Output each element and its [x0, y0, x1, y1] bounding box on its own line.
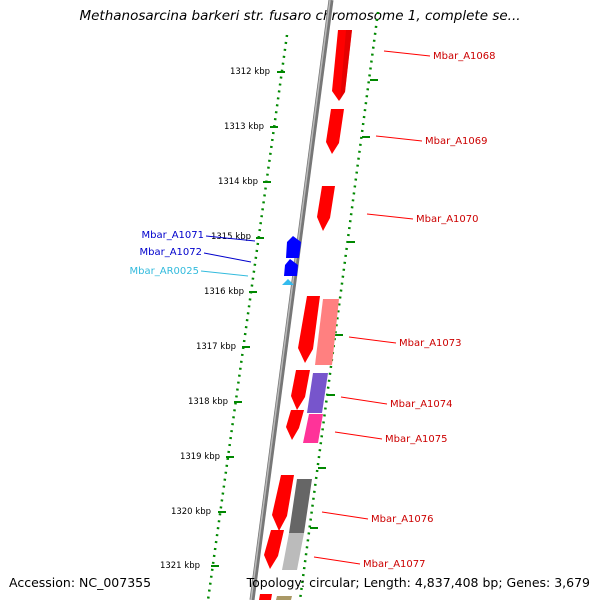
reverse-features — [282, 236, 301, 285]
gene-label[interactable]: Mbar_A1068 — [433, 51, 496, 62]
tick-label: 1318 kbp — [188, 397, 228, 407]
tick-label: 1317 kbp — [196, 342, 236, 352]
backbone-line — [249, 0, 334, 600]
tick-label: 1315 kbp — [211, 232, 251, 242]
right-gene-labels: Mbar_A1068 Mbar_A1069 Mbar_A1070 Mbar_A1… — [363, 51, 496, 570]
tick-label: 1312 kbp — [230, 67, 270, 77]
tick-label: 1313 kbp — [224, 122, 264, 132]
gene-feature — [303, 414, 323, 443]
tick-label: 1320 kbp — [171, 507, 211, 517]
gene-feature — [282, 279, 294, 285]
gene-label[interactable]: Mbar_A1072 — [139, 247, 202, 258]
gene-feature — [298, 296, 320, 363]
gene-label[interactable]: Mbar_A1074 — [390, 399, 453, 410]
gene-label[interactable]: Mbar_A1070 — [416, 214, 479, 225]
gene-feature — [317, 186, 335, 231]
gene-feature — [326, 109, 344, 154]
gene-label[interactable]: Mbar_A1076 — [371, 514, 434, 525]
tick-labels: 1312 kbp 1313 kbp 1314 kbp 1315 kbp 1316… — [160, 67, 270, 571]
topology-text: Topology: circular; Length: 4,837,408 bp… — [246, 575, 590, 590]
gene-feature — [286, 410, 304, 440]
gene-label[interactable]: Mbar_A1071 — [141, 230, 204, 241]
tick-label: 1316 kbp — [204, 287, 244, 297]
gene-label[interactable]: Mbar_AR0025 — [130, 266, 199, 277]
gene-feature — [289, 479, 312, 533]
backbone-highlight — [250, 0, 331, 600]
gene-feature — [315, 299, 339, 365]
tick-label: 1321 kbp — [160, 561, 200, 571]
map-title: Methanosarcina barkeri str. fusaro chrom… — [79, 8, 521, 24]
left-gene-labels: Mbar_A1071 Mbar_A1072 Mbar_AR0025 — [130, 230, 204, 277]
tick-label: 1319 kbp — [180, 452, 220, 462]
right-leader-lines — [313, 50, 431, 565]
gene-feature — [291, 370, 310, 410]
gene-feature — [284, 259, 298, 276]
forward-cds-features — [259, 30, 352, 600]
right-tick-track — [298, 11, 380, 600]
tick-marks — [211, 71, 378, 567]
gene-feature — [259, 594, 272, 600]
gene-label[interactable]: Mbar_A1077 — [363, 559, 426, 570]
accession-text: Accession: NC_007355 — [9, 575, 152, 590]
gene-feature — [272, 475, 294, 531]
gene-label[interactable]: Mbar_A1069 — [425, 136, 488, 147]
gene-label[interactable]: Mbar_A1073 — [399, 338, 462, 349]
gene-feature-shade — [340, 30, 352, 100]
gene-feature — [276, 596, 292, 600]
tick-label: 1314 kbp — [218, 177, 258, 187]
gene-feature — [264, 530, 284, 569]
gene-feature — [307, 373, 328, 413]
gene-feature — [286, 236, 301, 258]
gene-feature — [282, 533, 304, 570]
left-leader-lines — [200, 235, 256, 277]
gene-label[interactable]: Mbar_A1075 — [385, 434, 448, 445]
